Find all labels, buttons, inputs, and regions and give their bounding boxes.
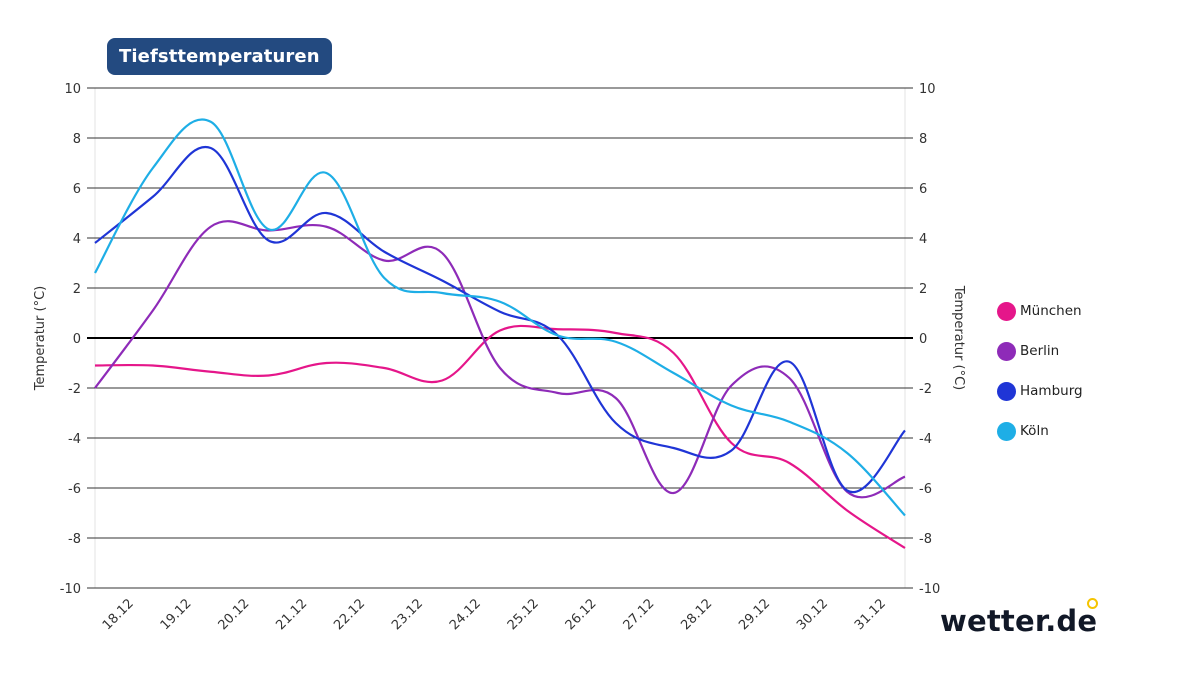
x-tick-label: 22.12	[331, 596, 368, 633]
x-tick-label: 23.12	[389, 596, 426, 633]
series-line-hamburg	[94, 145, 906, 494]
y-tick-label-right: -6	[919, 482, 932, 497]
y-axis-left: 10 8 6 4 2 0 -2 -4 -6 -8 -10	[60, 82, 81, 597]
y-tick-label: -4	[68, 432, 81, 447]
y-tick-label-right: -2	[919, 382, 932, 397]
x-tick-label: 28.12	[678, 596, 715, 633]
legend-label: München	[1020, 303, 1082, 319]
y-tick-label: -2	[68, 382, 81, 397]
x-tick-label: 24.12	[447, 596, 484, 633]
y-tick-label: -8	[68, 532, 81, 547]
legend-label: Köln	[1020, 423, 1049, 439]
y-tick-label-right: 4	[919, 232, 927, 247]
legend-label: Berlin	[1020, 343, 1060, 359]
y-tick-label-right: 6	[919, 182, 927, 197]
y-axis-title-left: Temperatur (°C)	[33, 286, 48, 392]
wetter-de-logo: wetter.de	[940, 604, 1098, 638]
legend-dot-icon	[997, 381, 1016, 401]
chart-title-badge: Tiefsttemperaturen	[107, 38, 332, 75]
x-tick-label: 30.12	[794, 596, 831, 633]
y-tick-label: -10	[60, 582, 81, 597]
y-tick-label: -6	[68, 482, 81, 497]
y-tick-label: 2	[73, 282, 81, 297]
x-tick-label: 26.12	[563, 596, 600, 633]
x-tick-label: 27.12	[621, 596, 658, 633]
series-line-köln	[94, 118, 906, 517]
y-tick-label-right: 10	[919, 82, 936, 97]
legend-item[interactable]: Köln	[997, 411, 1083, 451]
series-line-münchen	[94, 324, 906, 549]
y-tick-label-right: -10	[919, 582, 940, 597]
y-tick-label-right: 0	[919, 332, 927, 347]
y-tick-label: 10	[64, 82, 81, 97]
x-tick-label: 18.12	[100, 596, 137, 633]
series-line-berlin	[94, 220, 906, 499]
y-tick-label: 4	[73, 232, 81, 247]
y-tick-label-right: -8	[919, 532, 932, 547]
y-tick-label-right: 8	[919, 132, 927, 147]
legend-item[interactable]: Hamburg	[997, 371, 1083, 411]
y-axis-right: 10 8 6 4 2 0 -2 -4 -6 -8 -10	[919, 82, 940, 597]
x-tick-label: 31.12	[852, 596, 889, 633]
grid-lines	[87, 87, 913, 589]
x-tick-label: 29.12	[736, 596, 773, 633]
legend-label: Hamburg	[1020, 383, 1083, 399]
legend-item[interactable]: München	[997, 291, 1083, 331]
legend-dot-icon	[997, 301, 1016, 321]
x-tick-label: 21.12	[273, 596, 310, 633]
chart-legend: München Berlin Hamburg Köln	[997, 291, 1083, 451]
legend-dot-icon	[997, 421, 1016, 441]
y-tick-label-right: -4	[919, 432, 932, 447]
x-axis: 18.12 19.12 20.12 21.12 22.12 23.12 24.12 25.12…	[100, 596, 889, 633]
y-tick-label: 0	[73, 332, 81, 347]
y-axis-title-right: Temperatur (°C)	[951, 285, 966, 391]
x-tick-label: 19.12	[158, 596, 195, 633]
y-tick-label-right: 2	[919, 282, 927, 297]
legend-dot-icon	[997, 341, 1016, 361]
y-tick-label: 8	[73, 132, 81, 147]
series-lines	[94, 118, 906, 549]
logo-accent-dot	[1087, 598, 1098, 609]
legend-item[interactable]: Berlin	[997, 331, 1083, 371]
x-tick-label: 20.12	[216, 596, 253, 633]
y-tick-label: 6	[73, 182, 81, 197]
x-tick-label: 25.12	[505, 596, 542, 633]
